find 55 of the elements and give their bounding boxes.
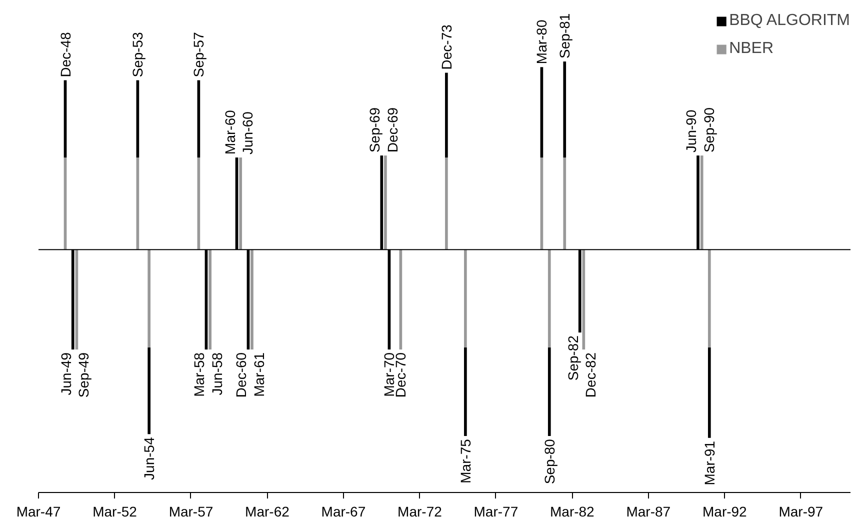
annotation: Sep-53 [130,32,146,78]
bar [548,348,551,436]
x-tick-label: Mar-72 [398,504,442,520]
x-tick-label: Mar-77 [474,504,518,520]
bar [148,250,151,348]
annotation: Jun-58 [209,352,226,396]
bar [708,348,711,438]
legend-label: NBER [729,40,774,58]
bar [548,250,551,348]
annotation: Mar-60 [222,110,238,154]
annotation: Sep-49 [76,352,92,398]
x-tick-label: Mar-47 [16,504,61,520]
x-tick-label: Mar-92 [702,504,748,520]
bar [239,157,242,250]
annotation: Mar-75 [457,438,474,484]
bar [708,250,711,348]
bar [563,61,566,158]
annotation: Dec-69 [384,107,400,153]
annotation: Sep-82 [564,335,581,381]
annotation: Sep-69 [366,107,383,153]
x-tick-label: Mar-62 [245,504,290,520]
bar [250,250,254,350]
annotation: Dec-73 [438,24,454,70]
annotation: Jun-60 [240,111,256,154]
annotation: Jun-49 [58,352,74,396]
bar [148,348,151,434]
bar [384,156,387,250]
annotation: Mar-80 [534,20,550,64]
annotation: Dec-82 [582,352,599,398]
bar [464,250,467,348]
annotation: Jun-90 [683,110,699,153]
annotation: Mar-61 [250,352,267,397]
x-tick-label: Mar-87 [626,504,671,520]
x-tick-label: Mar-57 [168,504,214,520]
x-tick-label: Mar-67 [321,504,366,520]
annotation: Dec-60 [233,352,250,398]
bar [208,250,212,350]
x-tick-label: Mar-82 [550,504,595,520]
annotation: Sep-90 [700,107,717,153]
bar [563,157,566,250]
annotation: Sep-57 [190,32,207,78]
annotation: Sep-80 [541,438,558,484]
x-tick-label: Mar-52 [92,504,138,520]
bar [445,157,448,250]
bar [700,156,704,250]
annotation: Mar-58 [191,352,208,397]
annotation: Mar-91 [701,440,718,486]
legend-label: BBQ ALGORITM [729,12,850,30]
bar [445,72,448,158]
annotation: Dec-48 [57,32,74,78]
annotation: Jun-54 [141,436,158,480]
bar [464,348,467,436]
annotation: Sep-81 [556,13,573,58]
x-tick-label: Mar-97 [778,504,824,520]
bar [582,250,586,350]
